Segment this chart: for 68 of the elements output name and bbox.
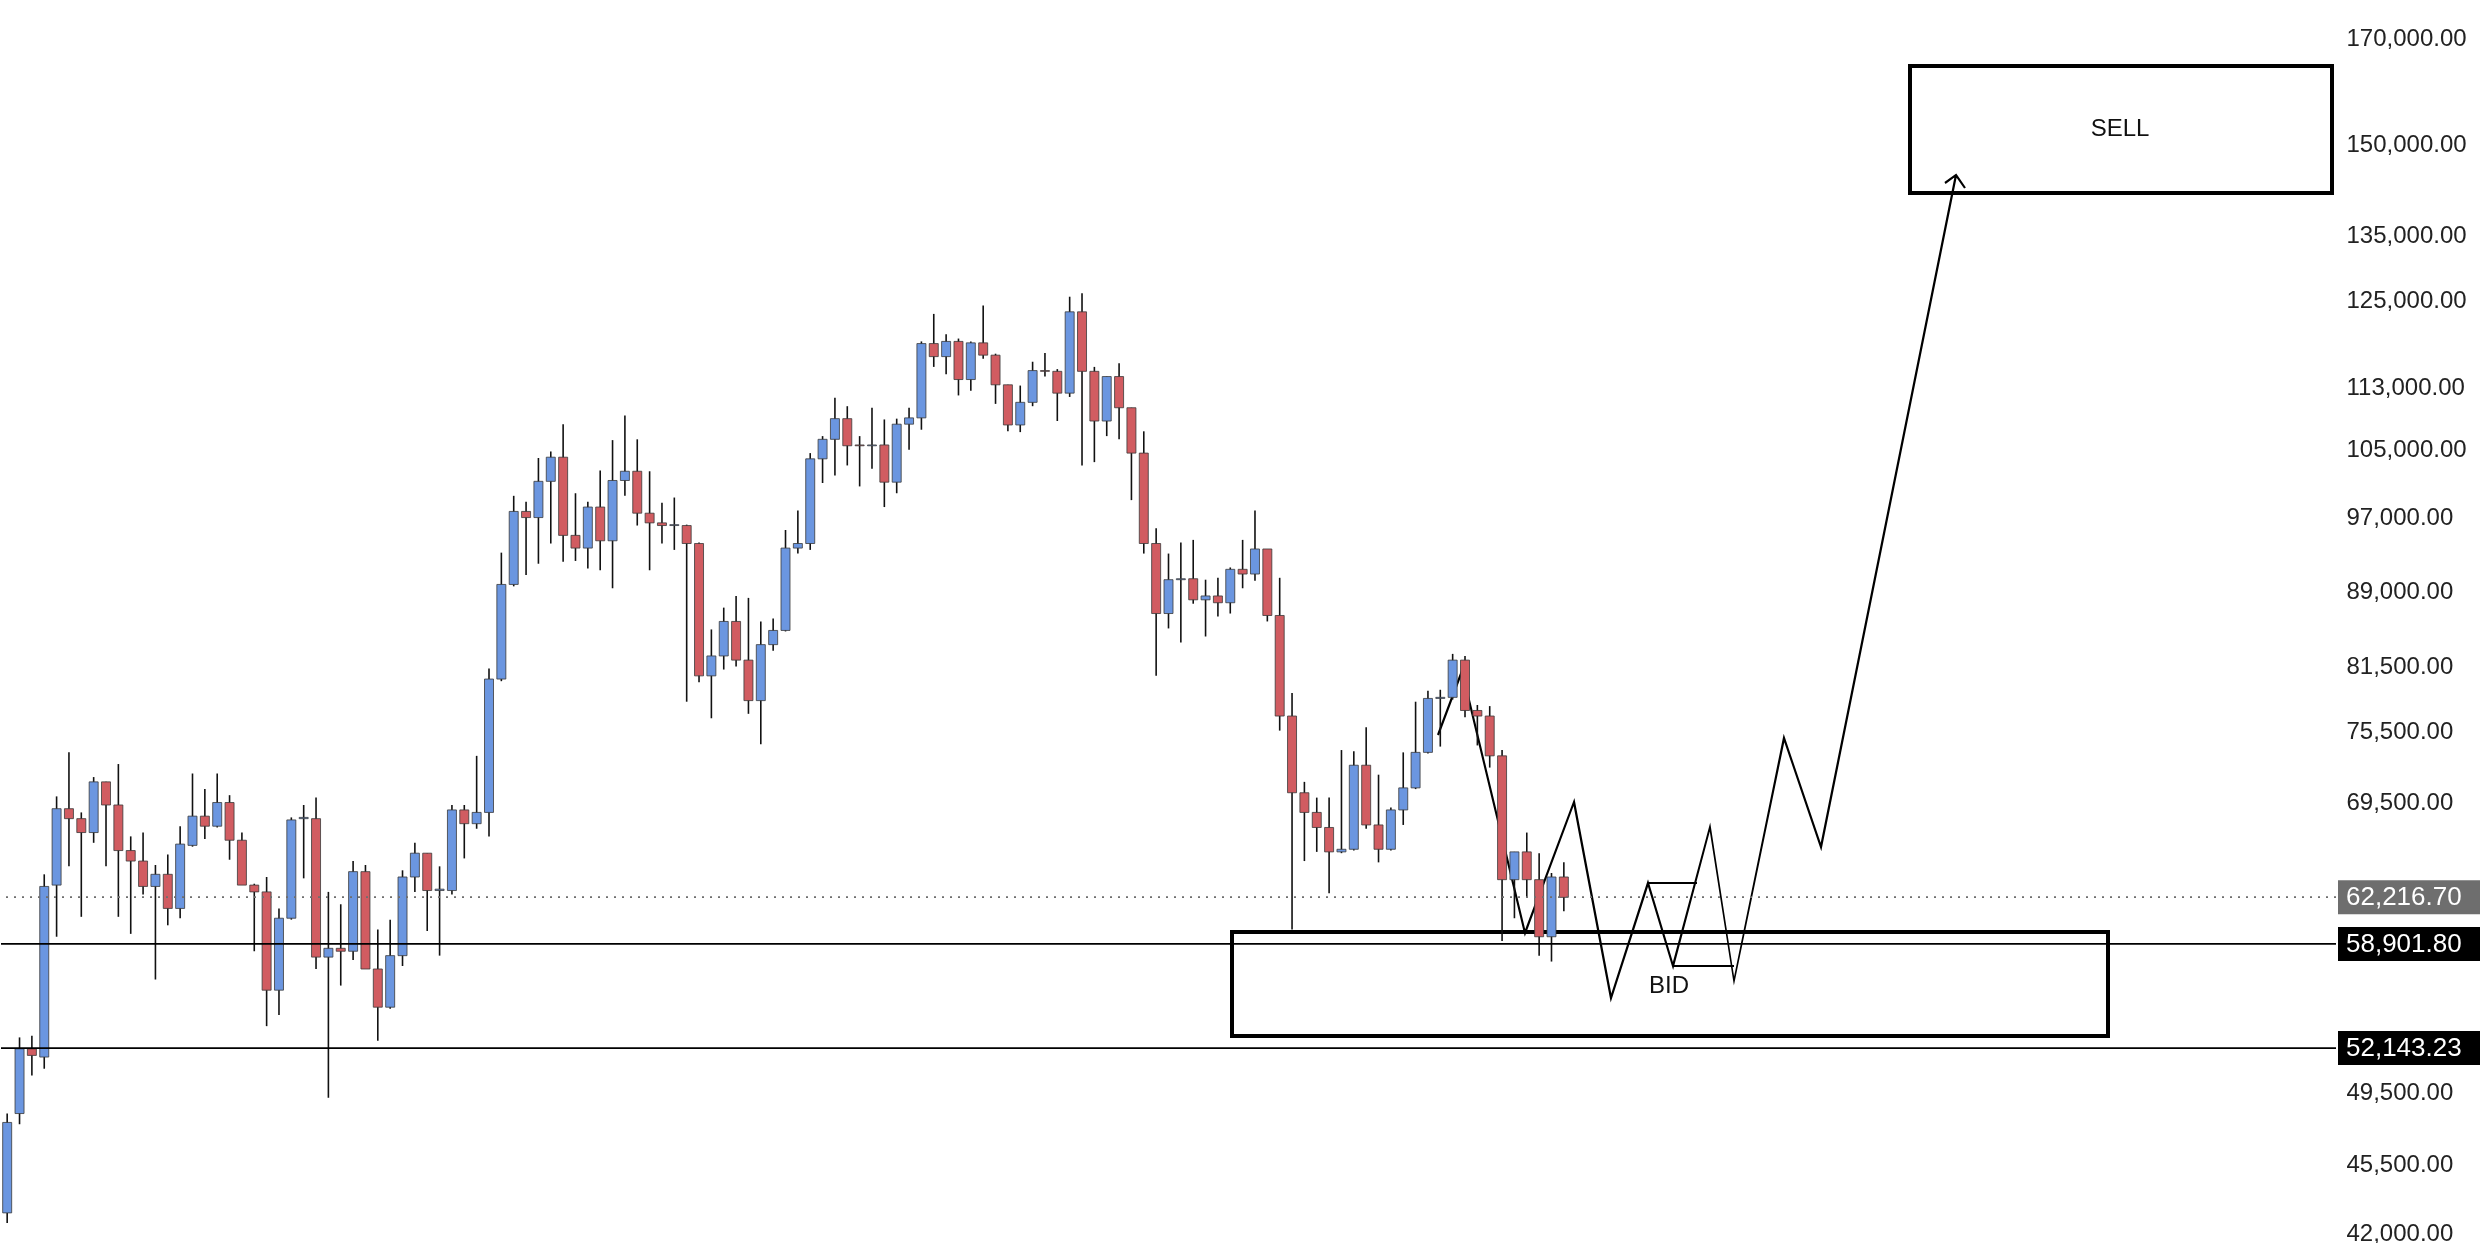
- candlestick: [1435, 688, 1446, 748]
- candlestick: [904, 406, 914, 451]
- candlestick: [978, 304, 989, 360]
- candlestick: [867, 406, 877, 470]
- candlestick: [644, 470, 655, 572]
- candlestick: [335, 903, 346, 987]
- candlestick: [941, 333, 952, 376]
- candlestick: [521, 501, 531, 576]
- candlestick: [150, 864, 161, 981]
- y-tick-label: 97,000.00: [2346, 503, 2454, 531]
- candlestick: [1175, 541, 1186, 644]
- candlestick: [1472, 704, 1483, 747]
- candlestick: [817, 435, 828, 484]
- candlestick: [1336, 749, 1347, 854]
- y-tick-label: 113,000.00: [2346, 372, 2465, 400]
- candlestick: [1398, 751, 1409, 826]
- y-tick-label: 42,000.00: [2346, 1218, 2454, 1243]
- candlestick: [249, 882, 260, 953]
- y-tick-label: 45,500.00: [2346, 1150, 2454, 1178]
- y-tick-label: 49,500.00: [2346, 1078, 2454, 1106]
- candlestick: [471, 755, 482, 830]
- y-tick-label: 135,000.00: [2346, 220, 2467, 248]
- y-tick-label: 125,000.00: [2346, 286, 2467, 314]
- y-tick-label: 89,000.00: [2346, 576, 2454, 604]
- ref-line-label: 62,216.70: [2346, 881, 2462, 912]
- candlestick: [706, 628, 717, 720]
- candlestick: [434, 865, 445, 957]
- candlestick: [1052, 368, 1063, 422]
- y-tick-label: 105,000.00: [2346, 435, 2467, 463]
- y-tick-label: 75,500.00: [2346, 717, 2454, 745]
- candlestick: [669, 496, 680, 551]
- candlestick: [199, 788, 210, 840]
- candlestick: [101, 781, 111, 868]
- ref-line-label: 58,901.80: [2346, 927, 2462, 958]
- candlestick: [830, 396, 840, 477]
- y-tick-label: 150,000.00: [2346, 130, 2467, 158]
- candlestick: [125, 835, 136, 935]
- annotation: SELL: [2090, 114, 2150, 142]
- candlestick: [409, 842, 420, 893]
- candlestick: [1188, 539, 1199, 605]
- candlestick: [1299, 781, 1310, 862]
- candlestick: [212, 772, 223, 829]
- candlestick: [459, 804, 470, 860]
- candlestick: [1311, 796, 1322, 853]
- candlestick: [1558, 861, 1569, 913]
- y-tick-label: 170,000.00: [2346, 23, 2467, 51]
- candlestick: [1040, 352, 1050, 378]
- candlestick: [681, 523, 692, 703]
- candlestick: [1237, 539, 1248, 590]
- candlestick: [1213, 577, 1223, 618]
- candlestick: [1015, 384, 1026, 433]
- candlestick: [570, 492, 581, 562]
- y-tick-label: 81,500.00: [2346, 651, 2454, 679]
- ref-line-label: 52,143.23: [2346, 1032, 2462, 1063]
- candlestick: [1200, 578, 1211, 638]
- candlestick: [792, 509, 803, 555]
- candlestick: [323, 891, 334, 1099]
- annotation: BID: [1648, 971, 1690, 999]
- candlestick: [76, 811, 87, 918]
- candlestick: [768, 617, 779, 652]
- y-tick-label: 69,500.00: [2346, 788, 2454, 816]
- candlestick: [657, 501, 667, 545]
- candlestick: [620, 414, 630, 497]
- candlestick: [26, 1034, 37, 1077]
- candlestick: [854, 435, 865, 488]
- candlestick: [928, 313, 939, 368]
- candlestick: [298, 804, 309, 880]
- candlestick: [64, 751, 74, 868]
